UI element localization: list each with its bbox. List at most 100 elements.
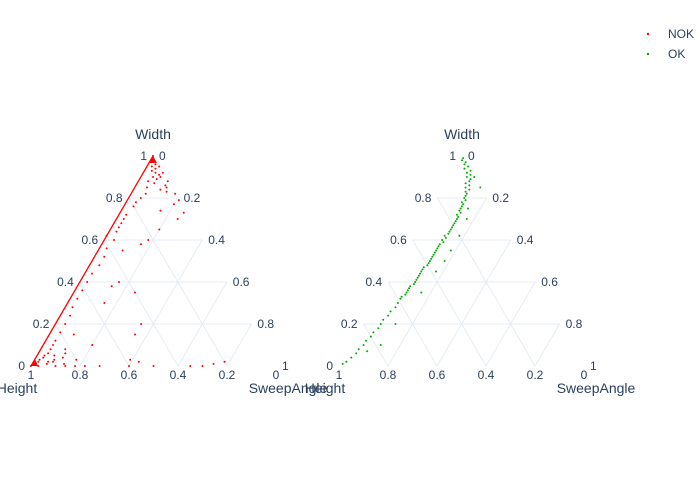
data-point bbox=[382, 318, 385, 321]
data-point bbox=[464, 161, 467, 164]
tick-label-width: 0 bbox=[18, 359, 25, 373]
tick-label-sweepangle: 0.8 bbox=[257, 317, 274, 331]
tick-label-width: 0.6 bbox=[82, 233, 99, 247]
data-point bbox=[447, 232, 450, 235]
data-point bbox=[76, 297, 79, 300]
legend-item-ok[interactable]: OK bbox=[646, 47, 686, 61]
legend-marker-nok bbox=[646, 32, 650, 36]
data-point bbox=[396, 302, 399, 304]
data-point bbox=[64, 323, 67, 325]
data-point bbox=[443, 260, 446, 262]
data-point bbox=[465, 218, 468, 220]
data-point bbox=[158, 173, 161, 176]
data-point bbox=[406, 289, 409, 292]
data-point bbox=[172, 203, 175, 206]
data-point bbox=[72, 333, 75, 336]
data-point bbox=[469, 173, 472, 176]
data-point bbox=[455, 218, 458, 220]
tick-label-height: 0.2 bbox=[527, 368, 544, 382]
data-point bbox=[362, 344, 365, 346]
gridline-height bbox=[387, 281, 438, 367]
data-point bbox=[399, 297, 402, 300]
data-point bbox=[435, 270, 437, 273]
data-point bbox=[405, 291, 408, 294]
data-point bbox=[43, 354, 46, 357]
data-point bbox=[389, 310, 392, 313]
data-point bbox=[154, 171, 157, 174]
data-point bbox=[468, 188, 471, 191]
axis-title-width: Width bbox=[444, 126, 480, 142]
data-point bbox=[158, 165, 161, 168]
data-point bbox=[150, 165, 153, 168]
tick-label-width: 1 bbox=[140, 149, 147, 163]
data-point bbox=[463, 197, 466, 199]
data-point bbox=[189, 365, 192, 367]
data-point bbox=[345, 360, 348, 363]
data-point bbox=[105, 247, 108, 250]
data-point bbox=[158, 228, 161, 231]
data-point bbox=[110, 285, 113, 288]
data-point bbox=[436, 247, 439, 250]
data-point bbox=[365, 339, 368, 342]
data-point bbox=[153, 182, 156, 185]
data-point bbox=[132, 205, 135, 208]
legend[interactable]: NOK OK bbox=[646, 27, 694, 61]
data-point bbox=[366, 350, 369, 353]
tick-label-height: 0.4 bbox=[170, 368, 187, 382]
data-point bbox=[159, 188, 162, 191]
data-point bbox=[133, 291, 136, 294]
data-point bbox=[444, 236, 447, 239]
data-point bbox=[63, 362, 66, 365]
data-point bbox=[408, 287, 411, 290]
data-point bbox=[449, 249, 452, 252]
dense-edge-band bbox=[30, 155, 154, 367]
data-point bbox=[134, 333, 137, 336]
data-point bbox=[420, 270, 423, 273]
data-point bbox=[103, 255, 106, 258]
tick-label-sweepangle: 0 bbox=[159, 149, 166, 163]
data-point bbox=[414, 281, 417, 283]
data-point bbox=[379, 344, 382, 346]
data-point bbox=[460, 205, 463, 208]
data-point bbox=[64, 365, 67, 367]
gridline-sweepangle bbox=[226, 323, 252, 367]
data-point bbox=[98, 365, 101, 367]
tick-label-height: 0.4 bbox=[478, 368, 495, 382]
data-point bbox=[37, 360, 40, 363]
data-point bbox=[479, 186, 482, 189]
data-point bbox=[464, 182, 467, 185]
data-point bbox=[355, 352, 358, 355]
data-point bbox=[64, 348, 67, 351]
data-point bbox=[54, 365, 57, 367]
data-point bbox=[159, 176, 162, 178]
tick-label-height: 1 bbox=[28, 368, 35, 382]
data-point bbox=[462, 203, 465, 206]
data-point bbox=[122, 218, 125, 220]
dense-corner-cluster bbox=[31, 359, 38, 366]
data-point bbox=[91, 272, 94, 275]
data-point bbox=[464, 186, 467, 189]
data-point bbox=[52, 344, 54, 346]
data-point bbox=[464, 190, 467, 193]
data-point bbox=[147, 180, 150, 183]
data-point bbox=[212, 362, 215, 365]
data-point bbox=[377, 327, 380, 330]
legend-item-nok[interactable]: NOK bbox=[646, 27, 694, 41]
data-point bbox=[154, 167, 157, 170]
data-point bbox=[201, 365, 204, 367]
data-point bbox=[47, 360, 50, 363]
data-point bbox=[433, 251, 436, 254]
data-point bbox=[165, 190, 168, 193]
data-point bbox=[458, 209, 461, 212]
data-point bbox=[412, 283, 415, 286]
data-point bbox=[473, 176, 476, 178]
data-point bbox=[400, 295, 403, 298]
data-point bbox=[49, 348, 52, 351]
data-point bbox=[455, 213, 458, 216]
data-point bbox=[442, 241, 445, 244]
data-point bbox=[465, 192, 468, 195]
data-point bbox=[468, 184, 471, 187]
data-point bbox=[164, 184, 167, 187]
data-point bbox=[430, 257, 433, 260]
data-point bbox=[45, 362, 48, 365]
